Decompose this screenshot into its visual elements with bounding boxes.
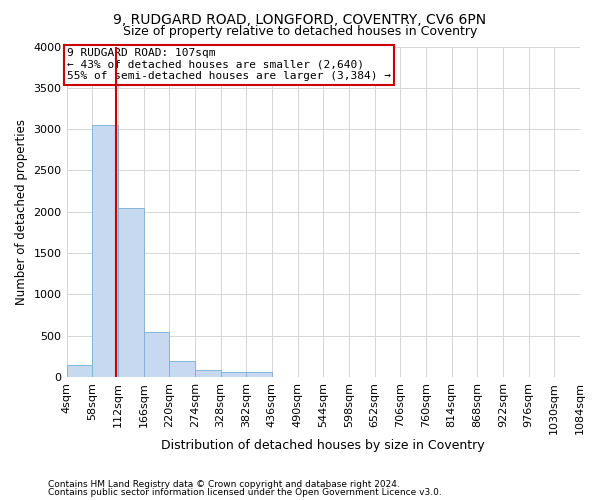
Bar — [92, 125, 118, 377]
Text: 9 RUDGARD ROAD: 107sqm
← 43% of detached houses are smaller (2,640)
55% of semi-: 9 RUDGARD ROAD: 107sqm ← 43% of detached… — [67, 48, 391, 82]
Bar — [67, 364, 92, 377]
X-axis label: Distribution of detached houses by size in Coventry: Distribution of detached houses by size … — [161, 440, 485, 452]
Text: Size of property relative to detached houses in Coventry: Size of property relative to detached ho… — [123, 25, 477, 38]
Bar — [118, 208, 143, 377]
Bar — [143, 332, 169, 377]
Bar — [195, 370, 221, 377]
Bar — [246, 372, 272, 377]
Y-axis label: Number of detached properties: Number of detached properties — [15, 119, 28, 305]
Bar — [169, 360, 195, 377]
Text: Contains HM Land Registry data © Crown copyright and database right 2024.: Contains HM Land Registry data © Crown c… — [48, 480, 400, 489]
Text: Contains public sector information licensed under the Open Government Licence v3: Contains public sector information licen… — [48, 488, 442, 497]
Text: 9, RUDGARD ROAD, LONGFORD, COVENTRY, CV6 6PN: 9, RUDGARD ROAD, LONGFORD, COVENTRY, CV6… — [113, 12, 487, 26]
Bar — [221, 372, 246, 377]
